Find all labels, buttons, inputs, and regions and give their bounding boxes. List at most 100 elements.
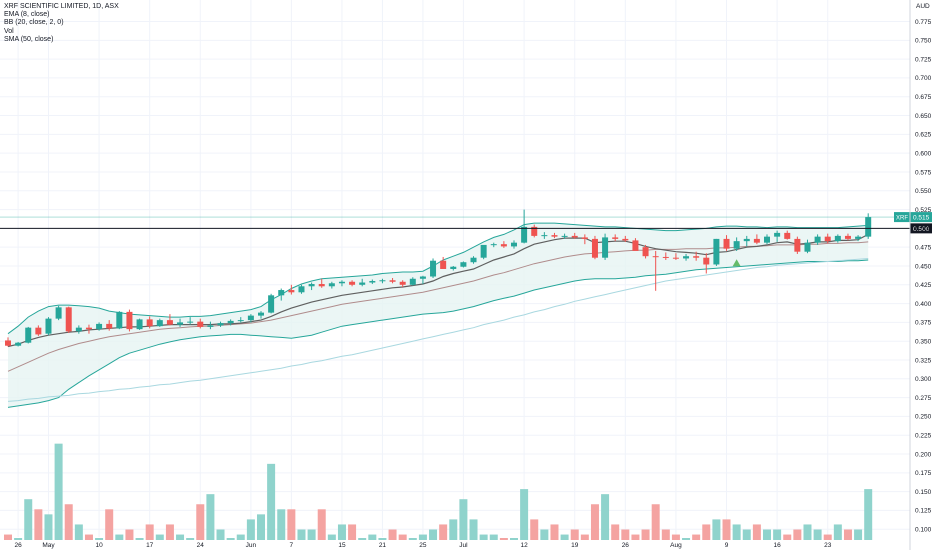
time-tick-label: 17 [146,542,154,549]
candle-body [419,276,426,279]
volume-bar [530,519,539,540]
volume-bar [429,529,438,540]
candle-body [55,307,62,319]
time-tick-label: Jul [459,542,468,549]
candle-body [814,236,821,243]
legend-sma[interactable]: SMA (50, close) [4,35,54,43]
time-tick-label: Jun [246,542,257,549]
volume-bar [671,534,680,540]
candle-body [45,318,52,334]
time-tick-label: 26 [622,542,630,549]
legend-ema[interactable]: EMA (8, close) [4,11,50,19]
volume-bar [752,524,761,540]
volume-bar [742,529,751,540]
candle-body [278,290,285,296]
candle-body [25,327,32,343]
candle-body [440,260,447,269]
candle-body [662,256,669,258]
price-tick-label: 0.400 [915,301,932,308]
candle-body [855,236,862,239]
volume-bar [84,534,93,540]
candle-body [693,256,700,258]
candle-body [227,320,234,324]
candle-body [511,242,517,247]
candle-body [531,226,538,236]
candle-body [713,238,720,265]
price-tick-label: 0.700 [915,75,932,82]
volume-bar [601,494,610,540]
price-tick-label: 0.325 [915,357,932,364]
volume-bar [4,534,12,540]
volume-bar [337,524,346,540]
volume-bar [499,538,508,540]
candles[interactable] [5,209,872,347]
price-tick-label: 0.775 [915,19,932,26]
candle-body [703,257,710,265]
price-tick-label: 0.300 [915,376,932,383]
candle-body [268,295,275,313]
volume-bar [449,519,458,540]
time-tick-label: 10 [95,542,103,549]
price-tick-label: 0.175 [915,470,932,477]
candle-body [237,320,244,322]
candle-body [683,256,690,259]
candle-body [96,323,103,330]
volume-bar [34,509,43,540]
volume-bar [267,463,276,540]
time-tick-label: 16 [774,542,782,549]
volume-bar [489,534,498,540]
volume-bar [580,534,589,540]
price-axis[interactable]: 0.100 0.125 0.150 0.175 0.200 0.225 0.250 0.275… [915,19,932,534]
candle-body [177,322,184,325]
volume-bar [277,509,286,540]
candle-body [217,323,224,326]
time-tick-label: 24 [197,542,205,549]
currency-label: AUD [916,3,930,10]
volume-bar [692,534,701,540]
candle-body [541,235,548,237]
volume-bar [712,519,721,540]
volume-bar [813,529,822,540]
time-tick-label: 26 [15,542,23,549]
legend-title: XRF SCIENTIFIC LIMITED, 1D, ASX [4,3,119,10]
time-axis[interactable]: 26 May 10 17 24 Jun 7 15 21 25 Jul 12 19 26 Aug 9 16 23 [15,542,832,549]
volume-bar [196,504,205,540]
candle-body [308,284,315,287]
candle-body [207,325,214,327]
candle-body [197,321,204,327]
volume-bar [833,524,842,540]
candle-body [612,237,619,239]
price-tick-label: 0.150 [915,489,932,496]
price-tick-label: 0.675 [915,94,932,101]
last-price-label: 0.515 [913,215,930,222]
time-tick-label: 15 [338,542,346,549]
volume-bar [793,529,802,540]
legend-bb[interactable]: BB (20, close, 2, 0) [4,19,64,27]
price-tick-label: 0.500 [915,226,932,233]
volume-bar [388,529,397,540]
volume-bar [135,538,144,540]
price-tick-label: 0.550 [915,188,932,195]
volume-bar [651,504,660,540]
candle-body [774,232,781,237]
price-tick-label: 0.125 [915,508,932,515]
bb-fill [8,223,869,408]
candle-body [430,260,437,277]
price-tick-label: 0.525 [915,207,932,214]
volume-bar [176,534,185,540]
candle-body [85,327,92,330]
volume-bar [540,529,549,540]
candle-body [490,244,497,246]
candle-body [743,238,750,242]
price-tick-label: 0.200 [915,451,932,458]
volume-bar [307,529,316,540]
legend-vol[interactable]: Vol [4,27,14,35]
price-tick-label: 0.475 [915,244,932,251]
candle-body [338,281,345,284]
price-tick-label: 0.100 [915,527,932,534]
price-tick-label: 0.600 [915,150,932,157]
time-tick-label: 25 [419,542,427,549]
volume-bar [459,499,468,540]
